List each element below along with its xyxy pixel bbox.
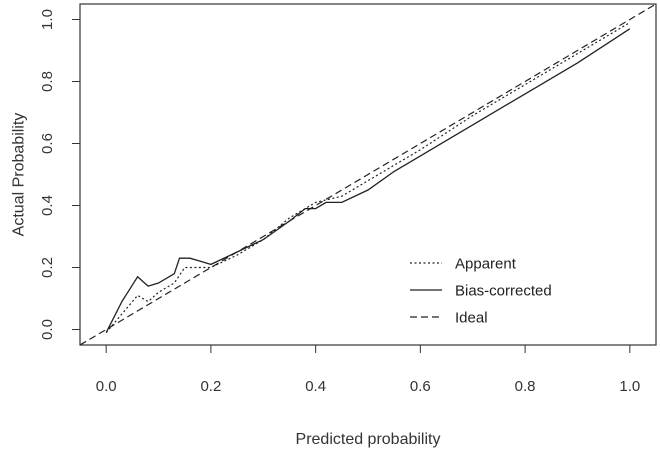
x-tick-label: 0.2: [200, 378, 221, 395]
y-tick-label: 1.0: [39, 9, 56, 30]
y-tick-label: 0.6: [39, 133, 56, 154]
x-tick-label: 0.8: [515, 378, 536, 395]
y-tick-label: 0.0: [39, 319, 56, 340]
y-tick-label: 0.2: [39, 257, 56, 278]
legend-label: Bias-corrected: [455, 282, 552, 299]
x-tick-label: 1.0: [619, 378, 640, 395]
y-tick-label: 0.4: [39, 195, 56, 216]
y-axis-title: Actual Probability: [11, 113, 28, 237]
x-axis-title: Predicted probability: [296, 431, 441, 448]
ideal-line: [80, 4, 656, 345]
legend: Apparent Bias-corrected Ideal: [410, 255, 552, 326]
x-tick-label: 0.6: [410, 378, 431, 395]
x-axis: 0.0 0.2 0.4 0.6 0.8 1.0: [96, 344, 640, 395]
bias-corrected-line: [105, 28, 631, 333]
y-tick-label: 0.8: [39, 71, 56, 92]
x-tick-label: 0.0: [96, 378, 117, 395]
series-layer: [80, 4, 656, 345]
y-axis: 0.0 0.2 0.4 0.6 0.8 1.0: [39, 9, 81, 340]
legend-label: Ideal: [455, 309, 488, 326]
x-tick-label: 0.4: [305, 378, 326, 395]
legend-label: Apparent: [455, 255, 517, 272]
